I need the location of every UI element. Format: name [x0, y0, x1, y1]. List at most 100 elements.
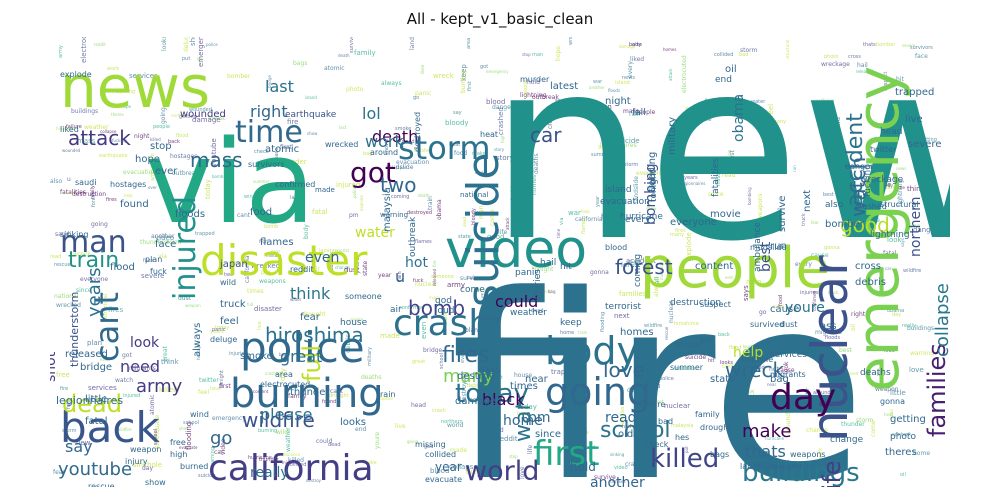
word-day: day — [770, 377, 836, 418]
word-suspect: suspect — [700, 300, 731, 309]
word-filler: burned — [747, 365, 765, 371]
word-back: back — [60, 403, 160, 452]
word-filler: danger — [913, 226, 938, 234]
word-wreckage: wreckage — [860, 175, 904, 185]
word-filler: coming — [391, 194, 409, 200]
word-need: need — [120, 357, 160, 376]
word-filler: trapped — [551, 368, 579, 376]
word-first: first — [533, 434, 599, 474]
word-filler: cant — [330, 388, 344, 395]
word-filler: crashed — [265, 371, 281, 376]
word-filler: severe — [141, 272, 164, 280]
word-video: video — [445, 220, 587, 280]
word-filler: fatalities — [60, 189, 86, 196]
word-filler: hail — [622, 424, 631, 430]
word-lol: lol — [362, 104, 381, 123]
word-flood: flood — [110, 262, 135, 273]
word-looks: looks — [340, 417, 366, 428]
word-filler: fall — [654, 277, 661, 286]
word-filler: youtube — [478, 328, 485, 353]
word-filler: weapons — [757, 193, 764, 220]
word-filler: gonna — [590, 269, 609, 276]
word-filler: story — [494, 147, 505, 152]
word-police: police — [240, 323, 365, 372]
word-bloody: bloody — [675, 340, 702, 349]
word-loud: loud — [435, 306, 454, 316]
word-japan: japan — [219, 259, 248, 270]
word-filler: fatalities — [674, 366, 696, 372]
word-accident: accident — [843, 113, 868, 207]
word-filler: police — [206, 42, 218, 47]
word-change: change — [830, 435, 864, 445]
word-emergency: emergency — [844, 66, 912, 392]
word-disaster: disaster — [200, 236, 368, 285]
word-filler: live — [395, 423, 406, 430]
word-filler: think — [907, 185, 926, 193]
word-filler: hit — [708, 358, 715, 364]
word-filler: back — [168, 139, 180, 145]
word-filler: collided — [714, 52, 733, 58]
word-filler: food — [454, 150, 467, 157]
word-filler: last — [339, 125, 347, 130]
word-filler: good — [487, 233, 504, 241]
word-youtube: youtube — [58, 459, 132, 480]
word-collided: collided — [425, 450, 456, 459]
word-wind: wind — [190, 410, 209, 419]
word-filler: fucking — [112, 138, 127, 143]
word-truck: truck — [220, 299, 246, 310]
word-filler: day — [279, 368, 287, 381]
word-fear: fear — [300, 312, 321, 323]
word-filler: thunder — [259, 457, 280, 463]
word-filler: work — [107, 66, 119, 72]
word-filler: hiroshima — [674, 321, 699, 327]
word-filler: last — [290, 195, 299, 201]
word-filler: thunderstorm — [140, 239, 181, 246]
word-filler: ass — [568, 450, 573, 457]
word-filler: school — [153, 429, 159, 445]
word-filler: today — [204, 179, 212, 199]
word-filler: ambulance — [150, 153, 156, 181]
word-crash: crash — [393, 303, 491, 344]
word-filler: new — [76, 439, 91, 447]
word-filler: deluge — [183, 37, 190, 52]
word-filler: day — [142, 465, 153, 472]
word-come: come — [460, 285, 485, 295]
word-filler: new — [568, 350, 580, 357]
word-filler: rescue — [54, 262, 71, 268]
word-filler: looks — [161, 37, 168, 51]
word-filler: story — [496, 154, 514, 162]
word-filler: war — [593, 79, 603, 85]
word-filler: via — [158, 253, 167, 260]
word-filler: deluge — [168, 208, 189, 215]
word-filler: fatal — [883, 250, 897, 257]
word-really: really — [250, 465, 289, 481]
word-filler: fire — [287, 118, 298, 126]
word-filler: injuries — [229, 351, 248, 357]
word-filler: year — [595, 195, 601, 207]
word-filler: every — [627, 61, 634, 78]
word-found: found — [120, 199, 149, 210]
word-deluge: deluge — [210, 335, 237, 344]
word-filler: danger — [492, 104, 514, 111]
word-filler: nuclear — [664, 402, 690, 410]
word-filler: man — [746, 278, 762, 286]
word-filler: destroy — [306, 478, 322, 483]
word-filler: video — [155, 234, 174, 242]
word-filler: heat — [884, 412, 893, 417]
word-filler: dust — [178, 295, 192, 302]
word-filler: mass — [77, 137, 96, 145]
word-filler: lightning — [897, 179, 904, 206]
word-filler: storm — [856, 417, 874, 424]
word-filler: need — [798, 394, 808, 399]
word-hope: hope — [135, 154, 160, 165]
word-filler: fear — [811, 220, 819, 225]
word-filler: bags — [467, 275, 477, 280]
word-failure: failure — [640, 400, 665, 409]
word-filler: old — [727, 149, 732, 156]
word-wrecked: wrecked — [325, 140, 358, 149]
word-content: content — [695, 261, 733, 272]
word-god: god — [435, 296, 452, 306]
word-filler: homes — [531, 175, 538, 195]
word-filler: near — [767, 382, 776, 387]
word-cross: cross — [855, 261, 881, 272]
